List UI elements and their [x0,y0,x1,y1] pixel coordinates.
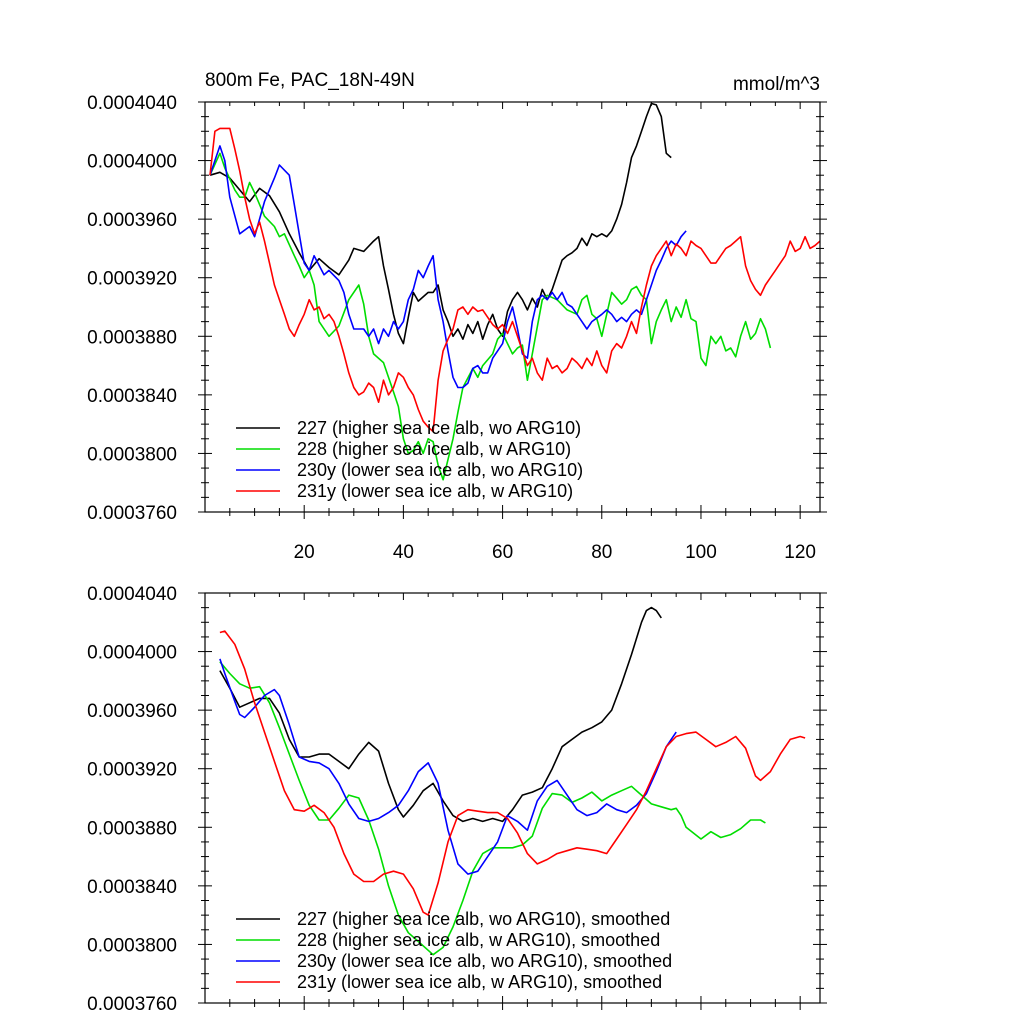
x-tick-label: 40 [393,542,414,563]
y-tick-label: 0.0003880 [87,327,177,348]
legend-entry: 227 (higher sea ice alb, wo ARG10) [297,418,581,438]
legend-entry: 230y (lower sea ice alb, wo ARG10), smoo… [297,951,672,971]
x-tick-label: 100 [685,542,717,563]
series-line-0 [209,102,672,345]
x-tick-label: 80 [591,542,612,563]
y-tick-label: 0.0003840 [87,386,177,407]
x-tick-label: 20 [294,542,315,563]
plot-frame [204,101,821,513]
legend-entry: 228 (higher sea ice alb, w ARG10) [297,439,571,459]
series-line-2 [209,145,687,389]
y-tick-label: 0.0003800 [87,935,177,956]
plot-frame [204,592,821,1004]
legend-entry: 231y (lower sea ice alb, w ARG10) [297,481,573,501]
y-tick-label: 0.0003760 [87,994,177,1015]
series-line-3 [209,127,820,433]
y-tick-label: 0.0004000 [87,152,177,173]
x-tick-label: 120 [784,542,816,563]
y-tick-label: 0.0003920 [87,760,177,781]
y-tick-label: 0.0004040 [87,93,177,114]
top-panel: 0.0003760 0.0003800 0.0003840 0.0003880 0.00… [87,70,827,563]
y-tick-label: 0.0004000 [87,643,177,664]
legend-entry: 231y (lower sea ice alb, w ARG10), smoot… [297,972,662,992]
y-tick-label: 0.0003920 [87,269,177,290]
series-line-1 [219,661,766,956]
series-line-1 [209,152,772,481]
y-tick-label: 0.0003960 [87,701,177,722]
legend-entry: 230y (lower sea ice alb, wo ARG10) [297,460,583,480]
y-tick-label: 0.0003760 [87,503,177,524]
y-tick-label: 0.0004040 [87,584,177,605]
y-tick-label: 0.0003840 [87,877,177,898]
y-tick-label: 0.0003880 [87,818,177,839]
series-line-3 [219,630,806,916]
y-tick-label: 0.0003960 [87,210,177,231]
series-line-2 [219,658,677,875]
legend-entry: 227 (higher sea ice alb, wo ARG10), smoo… [297,909,670,929]
units-label: mmol/m^3 [733,74,820,95]
chart-title: 800m Fe, PAC_18N-49N [205,70,415,91]
y-tick-label: 0.0003800 [87,444,177,465]
x-tick-label: 60 [492,542,513,563]
bottom-panel: 0.0003760 0.0003800 0.0003840 0.0003880 0.00… [87,584,827,1015]
legend-entry: 228 (higher sea ice alb, w ARG10), smoot… [297,930,660,950]
